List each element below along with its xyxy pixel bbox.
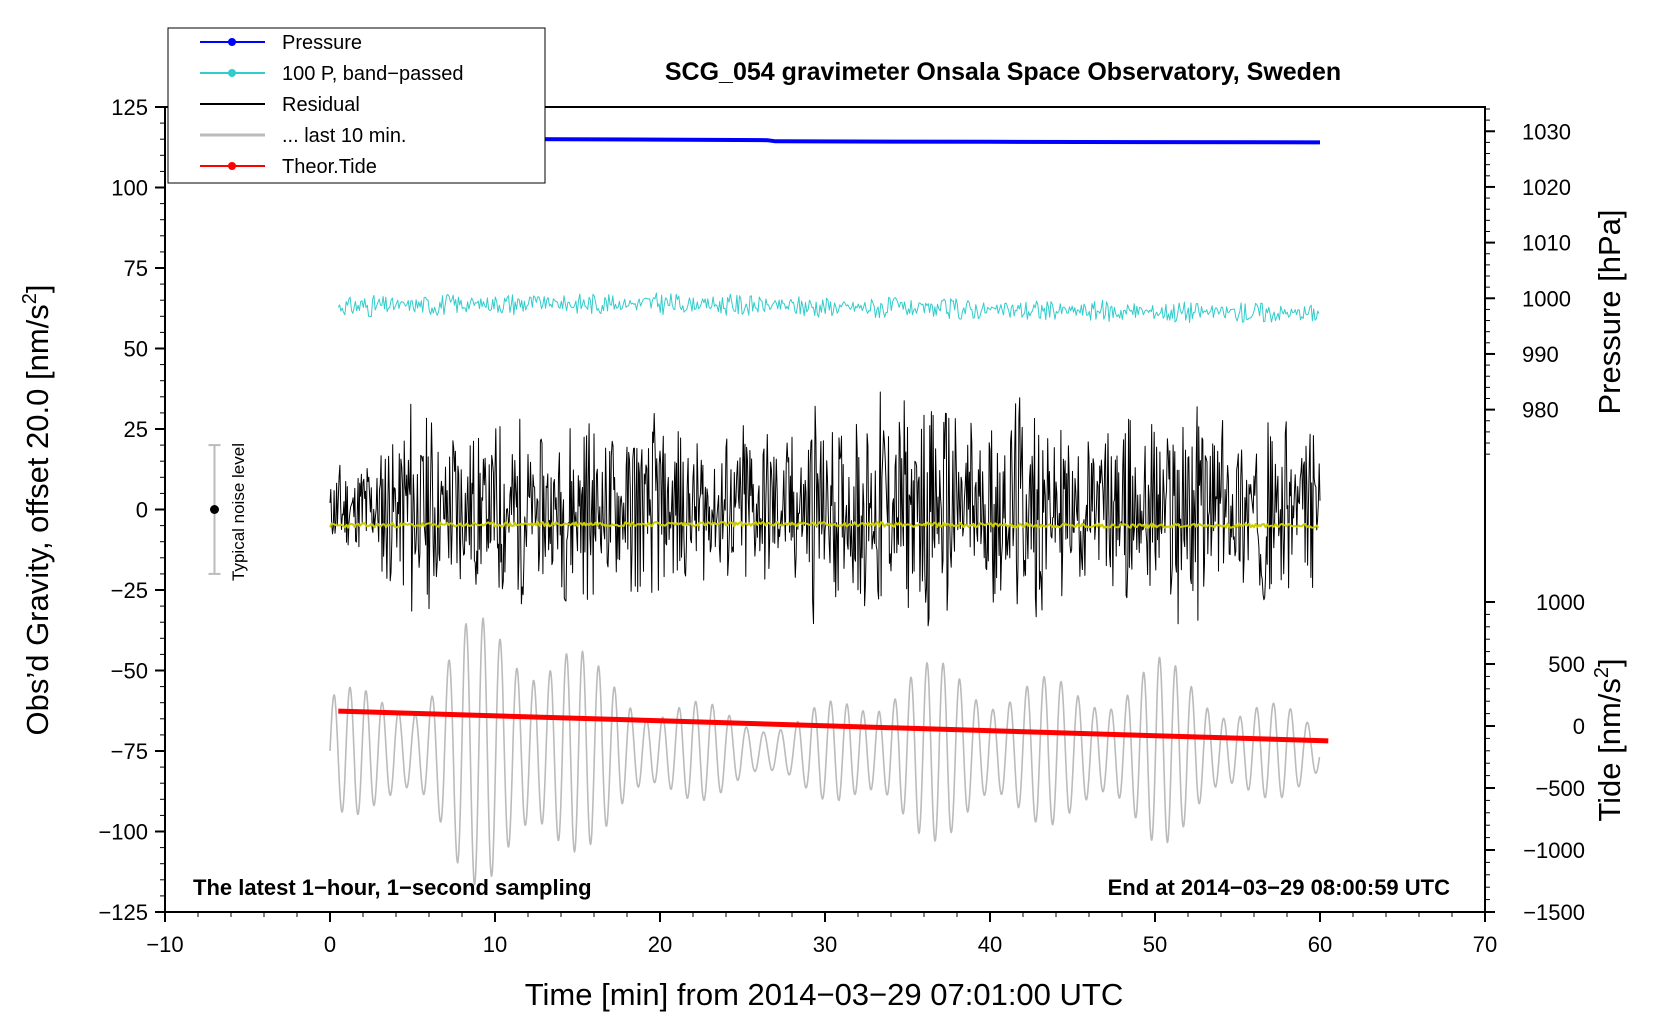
pressure-tick-label: 1030: [1522, 119, 1571, 144]
tide-tick-label: −1500: [1523, 900, 1585, 925]
series-pressure-band-passed: [337, 292, 1320, 323]
y-tick-label: 0: [136, 498, 148, 523]
y-tick-label: −100: [98, 820, 148, 845]
x-tick-label: 60: [1308, 932, 1332, 957]
legend: Pressure 100 P, band−passed Residual ... la…: [167, 27, 546, 184]
x-tick-label: 70: [1473, 932, 1497, 957]
x-tick-label: 20: [648, 932, 672, 957]
legend-box: [167, 27, 546, 184]
series-theoretical-tide: [338, 708, 1329, 744]
tide-tick-label: 500: [1548, 652, 1585, 677]
legend-label: Theor.Tide: [282, 156, 377, 178]
tide-tick-label: −500: [1535, 776, 1585, 801]
y-axis-title-pressure: Pressure [hPa]: [1592, 209, 1627, 414]
y-axis-title-main-sup: 2: [19, 293, 41, 304]
x-tick-label: 50: [1143, 932, 1167, 957]
tide-tick-label: −1000: [1523, 838, 1585, 863]
y-axis-title-tide: Tide [nm/s2]: [1591, 658, 1627, 821]
x-tick-label: −10: [146, 932, 183, 957]
pressure-tick-label: 990: [1522, 342, 1559, 367]
legend-label: 100 P, band−passed: [282, 63, 463, 85]
series-residual-smoothed: [329, 520, 1320, 529]
pressure-tick-label: 1020: [1522, 175, 1571, 200]
noise-bar-center: [210, 505, 219, 514]
pressure-tick-label: 1000: [1522, 286, 1571, 311]
legend-label: ... last 10 min.: [282, 125, 407, 147]
y-tick-label: 25: [124, 417, 148, 442]
y-axis-title-tide-sup: 2: [1591, 667, 1613, 678]
y-tick-label: 125: [111, 95, 148, 120]
plot-frame: [164, 106, 1486, 913]
y-tick-label: −125: [98, 900, 148, 925]
y-axis-title-main-end: ]: [20, 284, 55, 293]
x-tick-label: 0: [324, 932, 336, 957]
y-tick-label: 50: [124, 337, 148, 362]
series-residual: [329, 391, 1321, 627]
y-tick-label: −25: [111, 578, 148, 603]
ticks: −10 0 10 20 30 40 50 60 70−125−100−75−50−2502550…: [98, 95, 1585, 957]
series-pressure: [527, 137, 1321, 145]
legend-marker: [228, 69, 236, 77]
y-axis-title-tide-end: ]: [1592, 658, 1627, 667]
series-last-10-min: [329, 617, 1321, 886]
legend-label: Residual: [282, 94, 360, 116]
y-tick-label: −50: [111, 659, 148, 684]
tide-tick-label: 1000: [1536, 590, 1585, 615]
series-layer: [329, 137, 1329, 886]
x-tick-label: 10: [483, 932, 507, 957]
y-axis-title-tide-text: Tide [nm/s: [1592, 678, 1627, 822]
legend-marker: [228, 162, 236, 170]
y-axis-title-main: Obs’d Gravity, offset 20.0 [nm/s2]: [19, 284, 55, 735]
noise-level-label: Typical noise level: [229, 443, 248, 581]
x-axis-title: Time [min] from 2014−03−29 07:01:00 UTC: [525, 977, 1124, 1012]
x-tick-label: 30: [813, 932, 837, 957]
noise-level-bar: [208, 444, 221, 575]
note-right: End at 2014−03−29 08:00:59 UTC: [1108, 875, 1451, 900]
y-tick-label: −75: [111, 739, 148, 764]
legend-label: Pressure: [282, 32, 362, 54]
y-tick-label: 100: [111, 176, 148, 201]
chart-title: SCG_054 gravimeter Onsala Space Observat…: [665, 58, 1341, 86]
pressure-tick-label: 980: [1522, 398, 1559, 423]
y-tick-label: 75: [124, 256, 148, 281]
x-tick-label: 40: [978, 932, 1002, 957]
note-left: The latest 1−hour, 1−second sampling: [193, 875, 592, 900]
y-axis-title-main-text: Obs’d Gravity, offset 20.0 [nm/s: [20, 304, 55, 735]
pressure-tick-label: 1010: [1522, 231, 1571, 256]
tide-tick-label: 0: [1573, 714, 1585, 739]
legend-marker: [228, 38, 236, 46]
